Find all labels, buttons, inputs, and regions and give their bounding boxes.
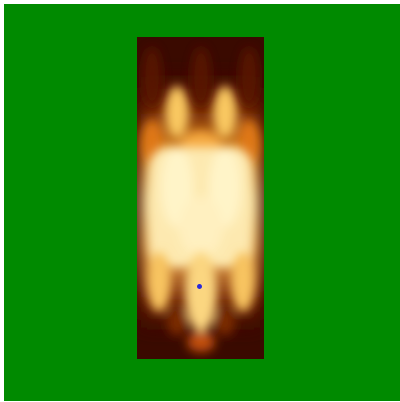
marker-point	[197, 284, 202, 289]
heatmap-panel	[137, 37, 264, 359]
heatmap-graphic	[137, 37, 264, 359]
